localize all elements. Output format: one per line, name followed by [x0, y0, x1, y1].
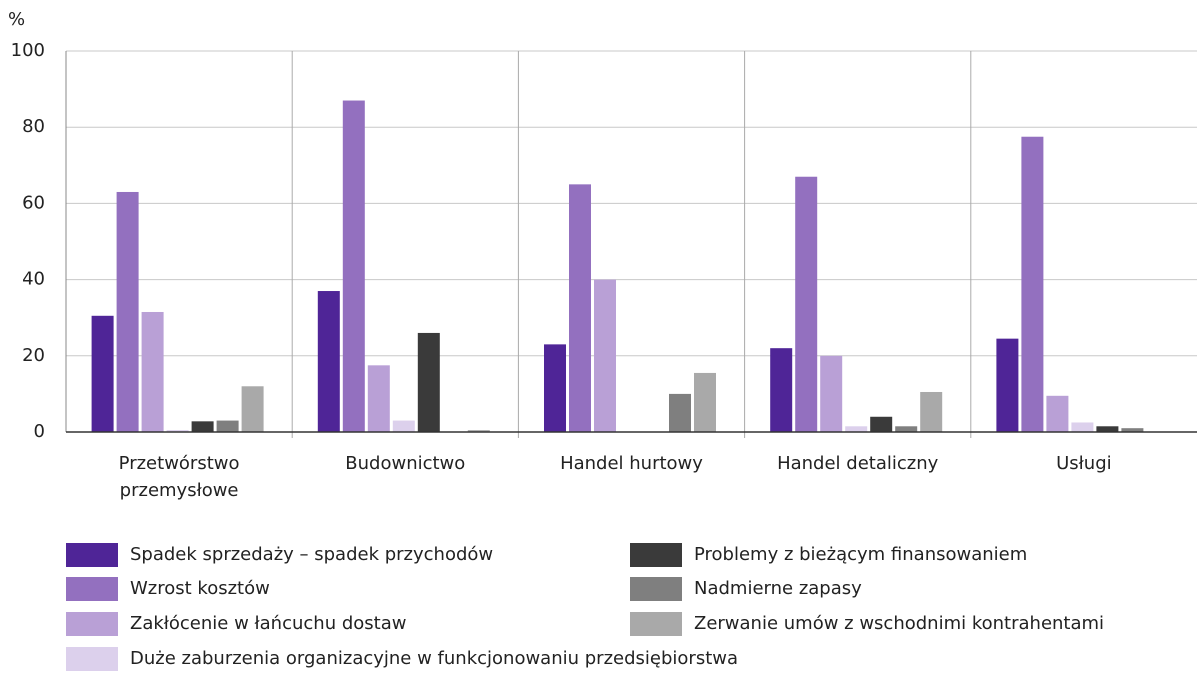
bar [1071, 422, 1094, 432]
bar [669, 393, 691, 432]
legend-swatch [66, 647, 118, 671]
y-axis-label: % [8, 9, 25, 30]
bar [216, 420, 239, 432]
bar [845, 426, 868, 432]
bar [820, 355, 843, 432]
bar [116, 191, 139, 432]
legend-label: Zerwanie umów z wschodnimi kontrahentami [694, 613, 1105, 634]
bar [342, 100, 365, 432]
x-tick-label: Usługi [1056, 453, 1112, 474]
bar [141, 311, 164, 432]
x-tick-label: Budownictwo [345, 453, 466, 474]
x-tick-label: Przetwórstwo przemysłowe [118, 453, 240, 501]
legend-swatch [630, 543, 682, 567]
y-tick-label: 80 [22, 116, 45, 137]
y-tick-label: 60 [22, 192, 45, 213]
y-tick-label: 100 [11, 40, 45, 61]
bar [594, 279, 616, 432]
x-tick-label: Handel hurtowy [560, 453, 703, 474]
bar [367, 365, 390, 432]
bar [392, 420, 415, 432]
bar [870, 416, 893, 432]
legend-swatch [66, 543, 118, 567]
bar [191, 421, 214, 432]
bar [1046, 395, 1069, 432]
legend-swatch [66, 612, 118, 636]
bar [1121, 428, 1144, 432]
bar [317, 291, 340, 432]
bar [544, 344, 566, 432]
bar [895, 426, 918, 432]
bar [1096, 426, 1119, 432]
legend-swatch [630, 612, 682, 636]
bar [1021, 136, 1044, 432]
legend-label: Zakłócenie w łańcuchu dostaw [130, 613, 407, 634]
legend-label: Duże zaburzenia organizacyjne w funkcjon… [130, 648, 739, 669]
y-tick-label: 0 [34, 421, 45, 442]
bar [417, 332, 440, 432]
legend-label: Spadek sprzedaży – spadek przychodów [130, 544, 494, 565]
legend-label: Wzrost kosztów [130, 578, 270, 599]
x-tick-label: Handel detaliczny [777, 453, 939, 474]
bar [241, 386, 264, 432]
y-tick-label: 20 [22, 345, 45, 366]
bar [694, 372, 716, 432]
bar [795, 176, 818, 432]
bar [467, 430, 490, 432]
legend-swatch [66, 577, 118, 601]
legend-label: Nadmierne zapasy [694, 578, 862, 599]
bar [996, 338, 1019, 432]
y-tick-label: 40 [22, 269, 45, 290]
bar [166, 430, 189, 432]
legend-label: Problemy z bieżącym finansowaniem [694, 544, 1028, 565]
bar [569, 184, 591, 432]
bar [920, 391, 943, 432]
legend-swatch [630, 577, 682, 601]
bar [770, 348, 793, 432]
bar [91, 315, 114, 432]
